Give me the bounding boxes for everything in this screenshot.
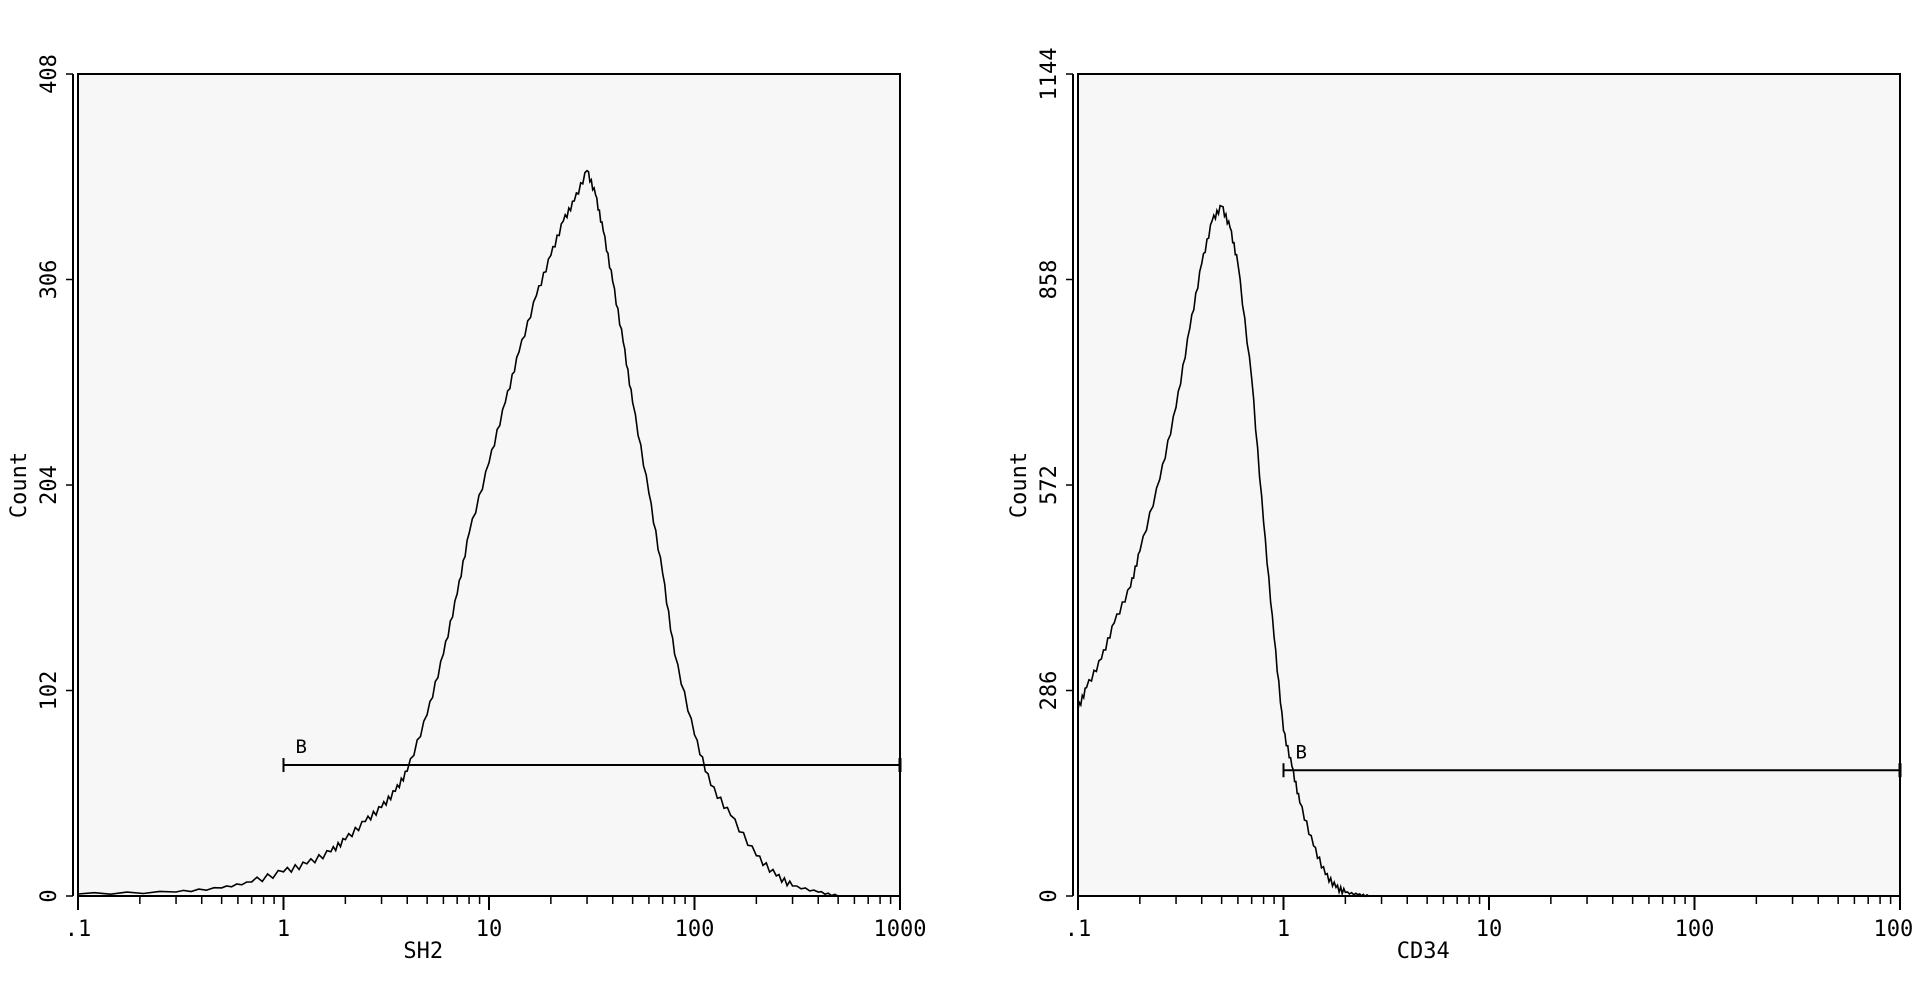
histogram-point-a [221,887,223,889]
histogram-point-b [1251,378,1253,380]
histogram-point-a [791,885,794,887]
y-tick-label-a: 204 [37,465,62,505]
histogram-point-a [282,871,285,873]
histogram-point-a [573,200,575,202]
gate-label-a: B [296,736,307,758]
x-tick-label-b: 1000 [1874,917,1913,942]
y-axis-label-b: Count [1007,452,1032,518]
histogram-point-b [1262,521,1265,523]
histogram-point-a [380,806,383,808]
x-tick-label-b: 1 [1277,917,1290,942]
histogram-point-b [1312,845,1315,847]
histogram-point-b [1100,658,1103,660]
histogram-point-b [1229,227,1231,229]
y-tick-label-a: 102 [37,671,62,711]
histogram-line-b [1077,204,1370,898]
histogram-point-b [1077,708,1079,710]
histogram-point-a [817,891,819,893]
histogram-point-a [755,855,757,857]
histogram-point-b [1201,263,1203,265]
chart-a: .1 1 10 100 1000 0 102 204 306 408 SH2 Count B [7,54,926,964]
histogram-point-b [1291,766,1293,768]
histogram-point-a [673,653,676,655]
histogram-point-a [504,401,506,403]
histogram-point-b [1175,406,1177,408]
histogram-point-a [535,295,537,297]
histogram-point-a [394,790,396,792]
histogram-point-b [1085,687,1088,689]
histogram-point-b [1211,219,1213,222]
histogram-point-a [632,401,634,403]
histogram-point-b [1221,205,1223,207]
histogram-point-a [550,254,552,256]
plot-area-a [77,73,901,897]
histogram-point-a [648,492,650,494]
histogram-point-a [594,194,597,196]
histogram-point-a [622,341,624,343]
histogram-point-a [662,573,664,575]
histogram-point-a [837,895,839,897]
histogram-point-b [1335,886,1337,888]
histogram-point-a [306,863,308,865]
histogram-point-b [1189,327,1191,329]
x-axis-label-a: SH2 [403,939,443,964]
x-tick-label-a: 1 [277,917,290,942]
histogram-point-a [468,532,470,534]
histogram-point-b [1282,730,1285,732]
chart-b: .1 1 10 100 1000 0 286 572 858 1144 CD34 Count B [1007,48,1913,964]
y-tick-label-b: 1144 [1037,48,1062,101]
y-tick-label-a: 0 [37,889,62,902]
y-tick-label-a: 408 [37,54,62,94]
histogram-line-a [77,169,839,897]
histogram-point-b [1139,550,1141,552]
y-axis-label-a: Count [7,452,32,518]
x-axis-label-b: CD34 [1397,939,1450,964]
histogram-point-a [456,593,458,595]
y-tick-label-b: 286 [1037,671,1062,711]
histogram-point-a [251,881,253,883]
histogram-point-a [562,220,564,222]
histogram-point-b [1344,891,1346,894]
histogram-point-b [1324,873,1327,876]
histogram-point-a [693,734,696,736]
histogram-point-a [488,462,490,464]
histogram-point-b [1129,586,1132,588]
x-tick-label-b: .1 [1065,917,1092,942]
x-tick-label-b: 10 [1476,917,1503,942]
histogram-point-a [426,714,428,716]
histogram-point-a [442,653,445,655]
histogram-point-a [364,820,366,823]
y-tick-label-b: 572 [1037,465,1062,505]
x-tick-label-a: 10 [476,917,503,942]
histogram-point-b [1299,801,1301,804]
y-tick-label-b: 858 [1037,260,1062,300]
histogram-point-a [406,770,408,772]
x-tick-label-a: 1000 [874,917,927,942]
x-tick-label-a: .1 [65,917,92,942]
histogram-point-a [344,838,346,841]
histogram-point-a [518,351,520,353]
histogram-point-b [1357,893,1359,896]
histogram-point-a [612,280,614,283]
x-tick-label-a: 100 [675,917,715,942]
histogram-point-a [175,891,177,893]
histogram-point-b [1368,895,1370,897]
histogram-point-a [602,230,604,232]
histogram-point-b [1273,636,1275,638]
y-tick-label-a: 306 [37,260,62,300]
histogram-point-a [330,851,332,853]
histogram-point-b [1113,622,1115,624]
y-tick-label-b: 0 [1037,889,1062,902]
histogram-point-b [1159,478,1161,480]
histogram-point-a [730,814,732,817]
histogram-point-a [775,875,777,877]
histogram-point-a [710,784,712,786]
histogram-point-b [1237,263,1239,265]
histogram-point-a [586,170,588,172]
histogram-point-a [77,893,79,895]
gate-label-b: B [1296,741,1307,763]
plot-area-b [1077,73,1901,897]
x-tick-label-b: 100 [1675,917,1715,942]
